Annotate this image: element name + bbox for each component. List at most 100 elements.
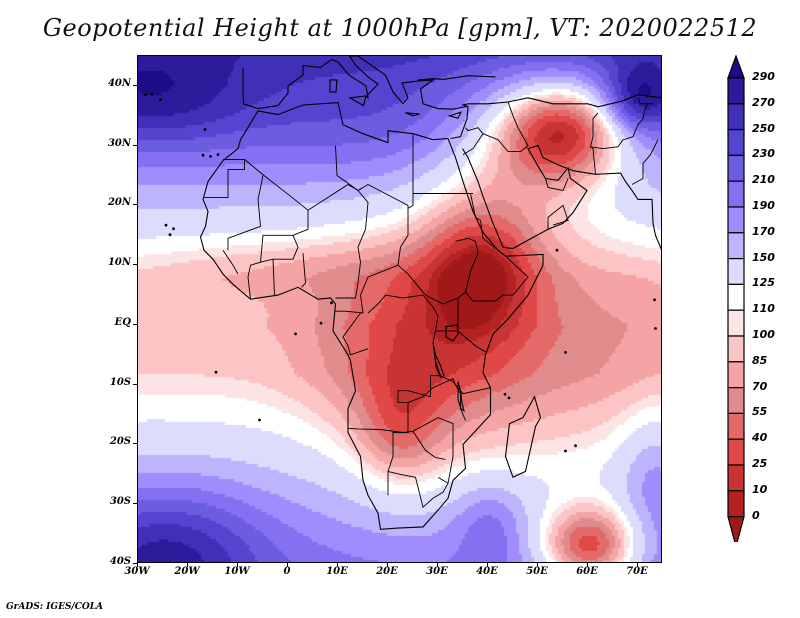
island-marker	[503, 392, 507, 396]
colorbar-swatch	[727, 180, 745, 208]
y-tick-label: 40N	[107, 77, 131, 89]
x-tick-label: 10E	[326, 566, 348, 577]
colorbar-swatch	[727, 387, 745, 415]
colorbar-label: 125	[752, 276, 775, 290]
x-tick-label: 60E	[576, 566, 598, 577]
colorbar-swatch	[727, 77, 745, 105]
colorbar-label: 250	[752, 121, 775, 135]
coastline-arabia	[462, 144, 661, 250]
y-tick-mark	[133, 443, 137, 445]
island-marker	[654, 327, 657, 330]
island-marker	[209, 155, 212, 158]
x-tick-label: 0	[283, 566, 291, 577]
x-tick-mark	[587, 563, 588, 567]
island-marker	[201, 153, 205, 157]
y-tick-mark	[133, 204, 137, 206]
country-border	[357, 183, 409, 209]
country-border	[435, 330, 486, 353]
x-tick-label: 70E	[626, 566, 648, 577]
y-tick-label: 20S	[109, 436, 131, 448]
country-border	[589, 112, 599, 175]
country-border	[440, 375, 491, 395]
country-border	[367, 294, 442, 496]
x-tick-label: 30E	[426, 566, 448, 577]
x-tick-mark	[137, 563, 138, 567]
x-tick-mark	[387, 563, 388, 567]
country-border	[397, 133, 414, 266]
colorbar-label: 40	[752, 431, 768, 445]
country-border	[335, 262, 361, 299]
country-border	[244, 159, 364, 211]
lake-outline	[432, 345, 445, 379]
x-tick-label: 50E	[526, 566, 548, 577]
country-border	[465, 101, 529, 153]
colorbar-label: 85	[752, 353, 768, 367]
colorbar-swatch	[727, 206, 745, 234]
country-border	[631, 139, 659, 185]
colorbar-label: 70	[752, 379, 768, 393]
y-tick-mark	[133, 383, 137, 385]
x-tick-mark	[637, 563, 638, 567]
y-tick-label: 10N	[107, 257, 131, 269]
x-tick-label: 30W	[124, 566, 150, 577]
y-tick-mark	[133, 563, 137, 564]
country-border	[335, 264, 399, 314]
country-border	[335, 145, 369, 263]
island-marker	[507, 396, 511, 400]
y-tick-label: 40S	[109, 556, 131, 567]
country-border	[260, 210, 309, 263]
colorbar-extend-min	[727, 516, 745, 542]
island-marker	[144, 93, 147, 97]
colorbar-swatch	[727, 258, 745, 286]
country-border	[387, 470, 449, 509]
colorbar-label: 170	[752, 224, 775, 238]
x-tick-mark	[437, 563, 438, 567]
coastline-africa	[199, 102, 544, 530]
country-border	[342, 312, 369, 356]
country-border	[590, 103, 649, 150]
y-tick-mark	[133, 323, 137, 325]
island-marker	[564, 449, 567, 453]
island-marker	[214, 370, 218, 374]
colorbar-swatch	[727, 232, 745, 260]
y-tick-label: 20N	[107, 197, 131, 209]
island-marker	[159, 98, 162, 101]
colorbar-label: 100	[752, 328, 775, 341]
country-border	[301, 253, 306, 288]
colorbar-swatch	[727, 309, 745, 337]
coastline-anatolia	[417, 75, 496, 81]
colorbar-label: 270	[752, 95, 775, 109]
country-border	[547, 204, 569, 230]
coastline-madagascar	[504, 395, 542, 479]
colorbar-swatch	[727, 361, 745, 389]
x-tick-label: 40E	[476, 566, 498, 577]
colorbar-label: 10	[752, 482, 768, 496]
x-tick-mark	[287, 563, 288, 567]
country-border	[545, 178, 569, 192]
colorbar-label: 0	[752, 508, 760, 522]
x-tick-label: 20W	[174, 566, 200, 577]
country-border	[470, 193, 499, 251]
island-marker	[319, 321, 323, 325]
coastline-crete	[405, 112, 420, 117]
x-tick-mark	[337, 563, 338, 567]
y-tick-mark	[133, 84, 137, 86]
island-marker	[164, 223, 168, 227]
x-tick-mark	[537, 563, 538, 567]
colorbar-swatch	[727, 128, 745, 156]
x-tick-label: 20E	[376, 566, 398, 577]
x-tick-mark	[237, 563, 238, 567]
country-border	[227, 175, 264, 251]
coastline-europe	[242, 56, 469, 110]
country-border	[407, 378, 466, 421]
y-tick-label: 10S	[109, 376, 131, 388]
y-tick-label: EQ	[114, 316, 131, 328]
island-marker	[330, 301, 333, 305]
colorbar-label: 150	[752, 250, 775, 264]
x-tick-mark	[487, 563, 488, 567]
country-border	[272, 259, 275, 296]
colorbar-label: 230	[752, 147, 775, 161]
colorbar-label: 55	[752, 405, 768, 419]
country-border	[347, 417, 454, 484]
border-middle-east	[450, 94, 661, 140]
